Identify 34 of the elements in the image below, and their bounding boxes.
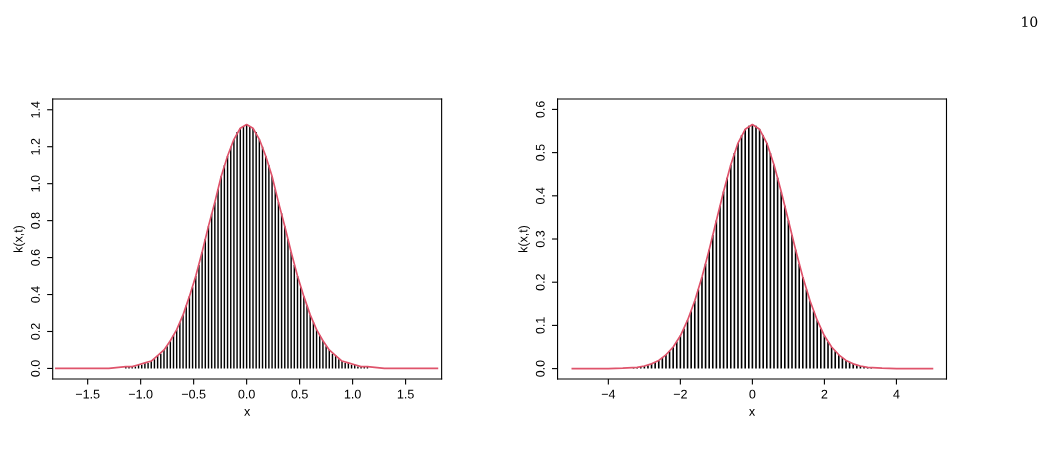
x-tick-label: −0.5 (181, 389, 206, 399)
y-tick-label: 0.4 (30, 286, 40, 303)
y-tick-label: 0.6 (30, 249, 40, 266)
line-series (55, 123, 439, 370)
y-axis-title: k(x,t) (518, 225, 530, 253)
y-tick-label: 0.0 (30, 360, 40, 377)
x-tick-label: −4 (601, 389, 616, 399)
y-tick-label: 0.2 (535, 274, 545, 291)
y-axis-title: k(x,t) (13, 225, 26, 253)
x-tick-label: −1.0 (128, 389, 153, 399)
y-tick-label: 1.4 (31, 101, 40, 118)
y-tick-label: 0.5 (535, 144, 545, 161)
x-tick-label: −2 (673, 389, 687, 399)
y-tick-label: 0.6 (535, 101, 545, 118)
y-tick-label: 1.0 (30, 175, 40, 192)
x-tick-label: 0.5 (291, 389, 308, 399)
text: 10 (1022, 16, 1038, 28)
x-tick-label: −1.5 (75, 389, 100, 399)
y-tick-label: 0.0 (535, 360, 545, 377)
y-tick-label: 0.3 (535, 230, 545, 248)
x-tick-label: 1.5 (397, 389, 414, 399)
x-tick-label: 1.0 (344, 389, 361, 399)
y-tick-label: 0.4 (535, 187, 545, 205)
x-tick-label: 0.0 (238, 389, 255, 399)
y-tick-label: 0.8 (30, 212, 40, 229)
y-tick-label: 0.2 (30, 323, 40, 340)
y-tick-label: 1.2 (30, 138, 40, 155)
x-tick-label: 4 (893, 389, 900, 399)
x-tick-label: 2 (821, 389, 828, 399)
x-tick-label: 0 (749, 389, 756, 399)
y-tick-label: 0.1 (535, 317, 545, 334)
x-axis-title: x (749, 409, 756, 416)
x-axis-title: x (244, 409, 251, 416)
line-series (571, 123, 934, 370)
